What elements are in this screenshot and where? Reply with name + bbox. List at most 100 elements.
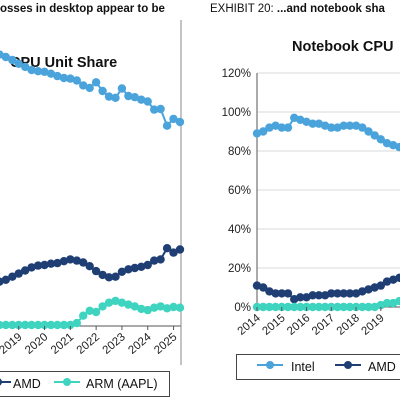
amd-point xyxy=(143,260,152,270)
y-tick-label: 120% xyxy=(222,68,251,80)
amd-point xyxy=(72,256,82,265)
arm-aapl-point xyxy=(27,320,36,330)
x-tick-label: 2019 xyxy=(0,331,25,357)
arm-aapl-point xyxy=(395,296,400,306)
intel-point xyxy=(308,119,317,128)
arm-aapl-point xyxy=(314,302,324,312)
arm-aapl-point xyxy=(53,320,62,330)
legend-label-intel: Intel xyxy=(291,360,315,374)
arm-aapl-point xyxy=(339,302,348,312)
amd-point xyxy=(296,293,305,302)
amd-point xyxy=(111,272,120,281)
intel-point xyxy=(27,65,36,75)
arm-aapl-point xyxy=(290,302,299,312)
amd-point xyxy=(46,259,56,268)
amd-point xyxy=(53,258,62,268)
intel-point xyxy=(33,67,43,76)
x-tick-label: 2014 xyxy=(236,312,264,338)
arm-aapl-point xyxy=(14,320,23,330)
amd-point xyxy=(21,266,30,275)
arm-legend-swatch xyxy=(54,378,80,386)
intel-point xyxy=(156,104,165,114)
intel-point xyxy=(59,73,69,83)
arm-aapl-point xyxy=(46,320,56,330)
arm-aapl-point xyxy=(345,302,355,312)
intel-point xyxy=(104,92,114,101)
legend-label-amd: AMD xyxy=(368,360,396,374)
amd-point xyxy=(104,273,114,282)
arm-aapl-point xyxy=(117,298,127,307)
intel-point xyxy=(395,142,400,152)
arm-aapl-point xyxy=(320,302,330,312)
amd-point xyxy=(283,289,293,298)
amd-point xyxy=(98,270,107,280)
arm-aapl-point xyxy=(79,311,88,320)
intel-point xyxy=(117,84,127,93)
right-exhibit-header-title: ...and notebook sha xyxy=(276,3,385,15)
amd-point xyxy=(124,265,133,274)
arm-aapl-point xyxy=(111,296,120,306)
intel-legend-swatch xyxy=(257,361,283,369)
amd-point xyxy=(333,289,342,298)
intel-point xyxy=(277,123,286,132)
chart-title: CPU Unit Share xyxy=(10,55,117,71)
intel-point xyxy=(40,67,49,76)
arm-aapl-point xyxy=(265,302,274,312)
intel-point xyxy=(150,105,159,114)
y-tick-label: 40% xyxy=(228,224,251,236)
amd-point xyxy=(259,283,268,292)
arm-aapl-point xyxy=(98,302,107,311)
arm-aapl-point xyxy=(91,307,101,317)
left-legend: AMD ARM (AAPL) xyxy=(0,371,170,397)
x-tick-label: 2021 xyxy=(49,331,76,357)
x-tick-label: 2019 xyxy=(359,312,386,338)
intel-point xyxy=(358,123,367,132)
intel-point xyxy=(143,97,152,106)
x-tick-label: 2023 xyxy=(101,331,128,357)
amd-point xyxy=(8,272,17,281)
intel-point xyxy=(364,127,373,136)
intel-point xyxy=(283,123,293,132)
amd-point xyxy=(59,257,69,266)
amd-point xyxy=(117,267,127,276)
x-tick-label: 2017 xyxy=(310,312,337,338)
legend-label-amd: AMD xyxy=(13,377,41,391)
y-tick-label: 0% xyxy=(234,302,251,314)
amd-point xyxy=(27,263,36,272)
amd-point xyxy=(277,289,286,298)
intel-point xyxy=(111,93,120,103)
x-tick-label: 2024 xyxy=(126,331,154,357)
x-tick-label: 2018 xyxy=(335,312,362,338)
x-tick-label: 2022 xyxy=(75,331,102,357)
intel-point xyxy=(21,62,30,72)
amd-point xyxy=(169,248,178,257)
intel-point xyxy=(46,69,56,78)
right-legend: Intel AMD xyxy=(236,354,400,380)
y-tick-label: 60% xyxy=(228,185,251,197)
x-tick-label: 2016 xyxy=(285,312,312,338)
arm-aapl-point xyxy=(150,303,159,312)
arm-aapl-point xyxy=(283,302,293,312)
arm-aapl-point xyxy=(85,306,94,315)
arm-aapl-point xyxy=(382,298,392,308)
arm-aapl-point xyxy=(162,304,172,313)
arm-aapl-point xyxy=(271,302,280,312)
intel-point xyxy=(327,123,336,132)
y-tick-label: 20% xyxy=(228,263,251,275)
arm-aapl-point xyxy=(33,320,43,330)
arm-aapl-point xyxy=(308,302,317,312)
intel-point xyxy=(85,83,94,93)
amd-legend-swatch xyxy=(0,378,11,386)
x-tick-label: 2025 xyxy=(152,331,179,357)
arm-aapl-point xyxy=(175,303,185,312)
notebook-cpu-chart: Notebook CPU0%20%40%60%80%100%120%201420… xyxy=(222,39,400,338)
intel-point xyxy=(14,59,23,68)
amd-point xyxy=(271,289,280,298)
amd-point xyxy=(156,255,165,264)
intel-point xyxy=(98,86,107,96)
intel-point xyxy=(79,81,88,90)
amd-point xyxy=(162,244,172,253)
intel-point xyxy=(66,74,75,83)
intel-point xyxy=(169,114,178,124)
amd-point xyxy=(308,291,317,300)
